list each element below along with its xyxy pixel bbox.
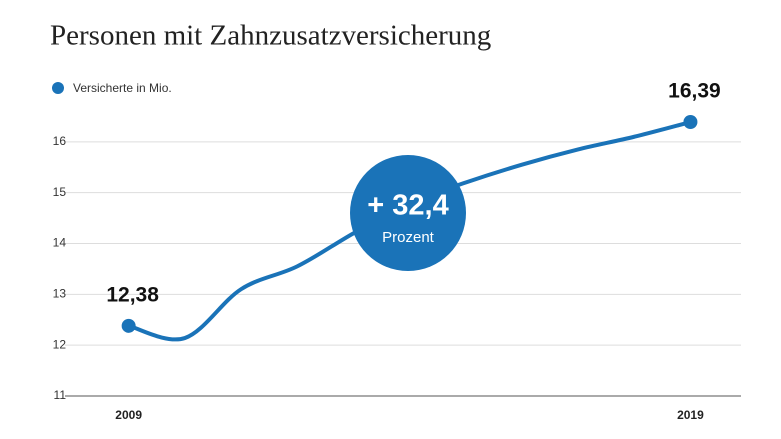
annotation-unit: Prozent bbox=[382, 229, 435, 246]
y-tick-label: 12 bbox=[53, 337, 67, 351]
value-label: 16,39 bbox=[668, 80, 721, 103]
chart-title: Personen mit Zahnzusatzversicherung bbox=[50, 20, 491, 52]
y-tick-label: 15 bbox=[53, 185, 67, 199]
point bbox=[121, 318, 136, 333]
y-tick-label: 16 bbox=[53, 134, 67, 148]
annotation-bubble bbox=[350, 155, 466, 271]
y-tick-label: 14 bbox=[53, 236, 67, 250]
value-label: 12,38 bbox=[106, 283, 159, 306]
y-tick-label: 11 bbox=[54, 388, 67, 402]
annotation-value: + 32,4 bbox=[367, 190, 448, 222]
legend-label: Versicherte in Mio. bbox=[73, 81, 172, 95]
point bbox=[683, 115, 698, 130]
legend-marker bbox=[52, 82, 64, 94]
x-tick-label: 2009 bbox=[115, 408, 142, 422]
x-tick-label: 2019 bbox=[677, 408, 704, 422]
y-tick-label: 13 bbox=[53, 287, 67, 301]
